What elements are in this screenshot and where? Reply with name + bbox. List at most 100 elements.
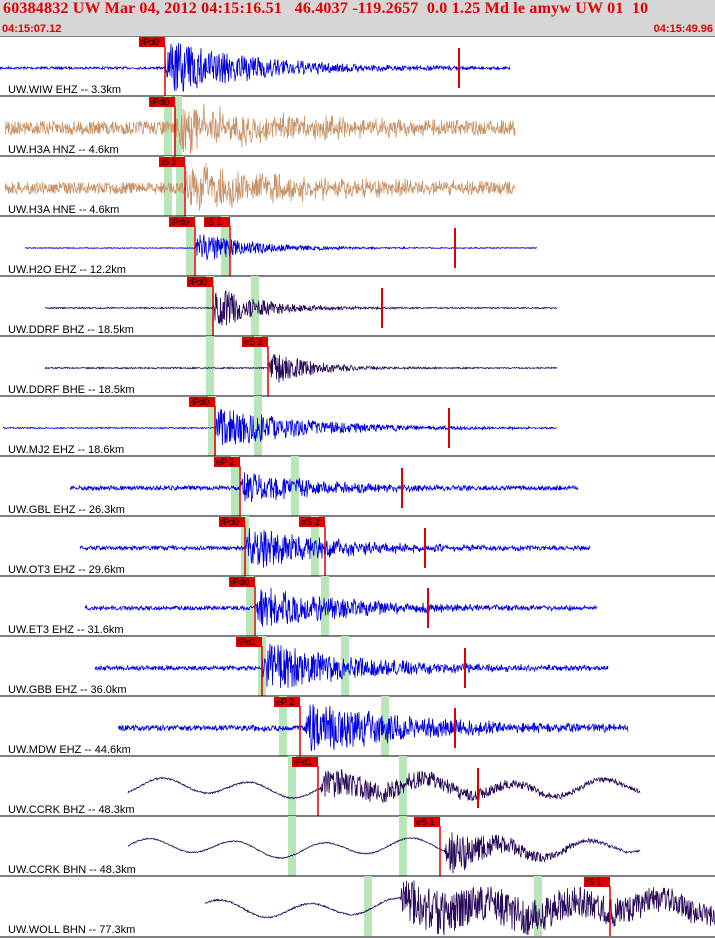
waveform-trace: [127, 769, 641, 803]
pick-label: iPd1: [294, 757, 312, 767]
pick-label: eS 2: [244, 337, 263, 347]
event-title: 60384832 UW Mar 04, 2012 04:15:16.51 46.…: [3, 0, 649, 17]
pick-flag: [299, 517, 325, 527]
waveform-trace: [4, 162, 516, 211]
phase-window: [288, 816, 296, 876]
phase-pick[interactable]: eP 2: [274, 697, 301, 756]
station-label: UW.H2O EHZ -- 12.2km: [8, 264, 126, 276]
pick-label: iPd0: [151, 97, 169, 107]
pick-label: iS 1: [161, 157, 177, 167]
phase-window: [364, 876, 372, 936]
trace-panel[interactable]: eP 2 UW.MDW EHZ -- 44.6km: [0, 695, 715, 756]
phase-window: [311, 516, 319, 576]
phase-window: [186, 216, 194, 276]
phase-window: [208, 396, 216, 456]
pick-flag: [169, 217, 195, 227]
station-label: UW.CCRK BHZ -- 48.3km: [8, 804, 135, 816]
phase-pick[interactable]: iPd0: [187, 277, 214, 336]
pick-label: eP 2: [216, 457, 234, 467]
phase-window: [399, 816, 407, 876]
pick-label: iPd1: [238, 637, 256, 647]
pick-label: eS 2: [301, 517, 320, 527]
waveform-trace: [44, 290, 558, 326]
trace-panel[interactable]: iPd1 UW.GBB EHZ -- 36.0km: [0, 635, 715, 696]
phase-pick[interactable]: iS 1: [159, 157, 186, 216]
phase-pick[interactable]: iPd0: [149, 97, 176, 156]
waveform-trace: [2, 409, 558, 446]
pick-label: iPd0: [189, 277, 207, 287]
phase-pick[interactable]: iPd0: [219, 517, 246, 576]
station-label: UW.H3A HNZ -- 4.6km: [8, 144, 119, 156]
pick-label: eS 1: [416, 817, 435, 827]
pick-flag: [189, 397, 215, 407]
phase-window: [254, 336, 262, 396]
pick-label: iS 1: [206, 217, 222, 227]
phase-window: [279, 696, 287, 756]
trace-panel[interactable]: iPd0 UW.MJ2 EHZ -- 18.6km: [0, 395, 715, 456]
trace-panel[interactable]: iPd1 UW.CCRK BHZ -- 48.3km: [0, 755, 715, 816]
phase-pick[interactable]: iPd1: [236, 637, 263, 696]
station-label: UW.WIW EHZ -- 3.3km: [8, 84, 121, 96]
pick-flag: [274, 697, 300, 707]
waveform-trace: [127, 832, 641, 874]
pick-flag: [584, 877, 610, 887]
phase-pick[interactable]: eS 2: [299, 517, 326, 576]
pick-flag: [204, 217, 230, 227]
phase-window: [206, 276, 214, 336]
trace-panel[interactable]: iS 1 UW.H3A HNE -- 4.6km: [0, 155, 715, 216]
phase-pick[interactable]: iPd0: [229, 577, 256, 636]
pick-flag: [149, 97, 175, 107]
waveform-trace: [117, 704, 629, 752]
station-label: UW.WOLL BHN -- 77.3km: [8, 924, 135, 936]
phase-pick[interactable]: eS 2: [242, 337, 269, 396]
phase-pick[interactable]: iPd0: [189, 397, 216, 456]
station-label: UW.H3A HNE -- 4.6km: [8, 204, 119, 216]
phase-pick[interactable]: eP 2: [214, 457, 241, 516]
pick-flag: [139, 37, 165, 47]
trace-panel[interactable]: eS 2 UW.DDRF BHE -- 18.5km: [0, 335, 715, 396]
phase-pick[interactable]: iS 1: [204, 217, 231, 276]
pick-label: iPd0: [191, 397, 209, 407]
waveform-trace: [69, 472, 579, 503]
station-label: UW.GBB EHZ -- 36.0km: [8, 684, 127, 696]
pick-flag: [159, 157, 185, 167]
trace-panel[interactable]: iPd0 UW.H3A HNZ -- 4.6km: [0, 95, 715, 156]
phase-pick[interactable]: iS 1: [584, 877, 611, 936]
station-label: UW.ET3 EHZ -- 31.6km: [8, 624, 124, 636]
phase-window: [534, 876, 542, 936]
waveform-trace: [79, 528, 591, 568]
station-label: UW.DDRF BHZ -- 18.5km: [8, 324, 134, 336]
waveform-trace: [4, 103, 516, 154]
phase-pick[interactable]: iPd1: [292, 757, 319, 816]
waveform-trace: [0, 42, 511, 92]
trace-panel[interactable]: eP 2 UW.GBL EHZ -- 26.3km: [0, 455, 715, 516]
pick-flag: [414, 817, 440, 827]
trace-panel[interactable]: iPd0 UW.WIW EHZ -- 3.3km: [0, 36, 715, 96]
station-label: UW.GBL EHZ -- 26.3km: [8, 504, 125, 516]
trace-panel[interactable]: iPd0 UW.ET3 EHZ -- 31.6km: [0, 575, 715, 636]
phase-pick[interactable]: iPd0: [139, 37, 166, 96]
trace-panel[interactable]: eS 1 UW.CCRK BHN -- 48.3km: [0, 815, 715, 876]
end-time: 04:15:49.96: [653, 23, 713, 35]
phase-pick[interactable]: eS 1: [414, 817, 441, 876]
seismogram-panel[interactable]: iPd0 UW.WIW EHZ -- 3.3km iPd0 UW.H3A HNZ --…: [0, 36, 715, 938]
trace-panel[interactable]: iS 1 UW.WOLL BHN -- 77.3km: [0, 875, 715, 936]
trace-panel[interactable]: iPd0 iS 1 UW.H2O EHZ -- 12.2km: [0, 215, 715, 276]
pick-label: iPd0: [231, 577, 249, 587]
waveform-trace: [204, 880, 715, 936]
phase-window: [231, 456, 239, 516]
trace-panel[interactable]: iPd0 UW.DDRF BHZ -- 18.5km: [0, 275, 715, 336]
pick-label: iPd0: [221, 517, 239, 527]
trace-panel[interactable]: iPd0 eS 2 UW.OT3 EHZ -- 29.6km: [0, 515, 715, 576]
pick-flag: [214, 457, 240, 467]
station-label: UW.CCRK BHN -- 48.3km: [8, 864, 136, 876]
waveform-trace: [84, 587, 598, 627]
phase-window: [251, 276, 259, 336]
phase-pick[interactable]: iPd0: [169, 217, 196, 276]
waveform-trace: [94, 643, 609, 689]
station-label: UW.DDRF BHE -- 18.5km: [8, 384, 135, 396]
phase-window: [321, 576, 329, 636]
pick-flag: [219, 517, 245, 527]
pick-flag: [242, 337, 268, 347]
pick-flag: [236, 637, 262, 647]
